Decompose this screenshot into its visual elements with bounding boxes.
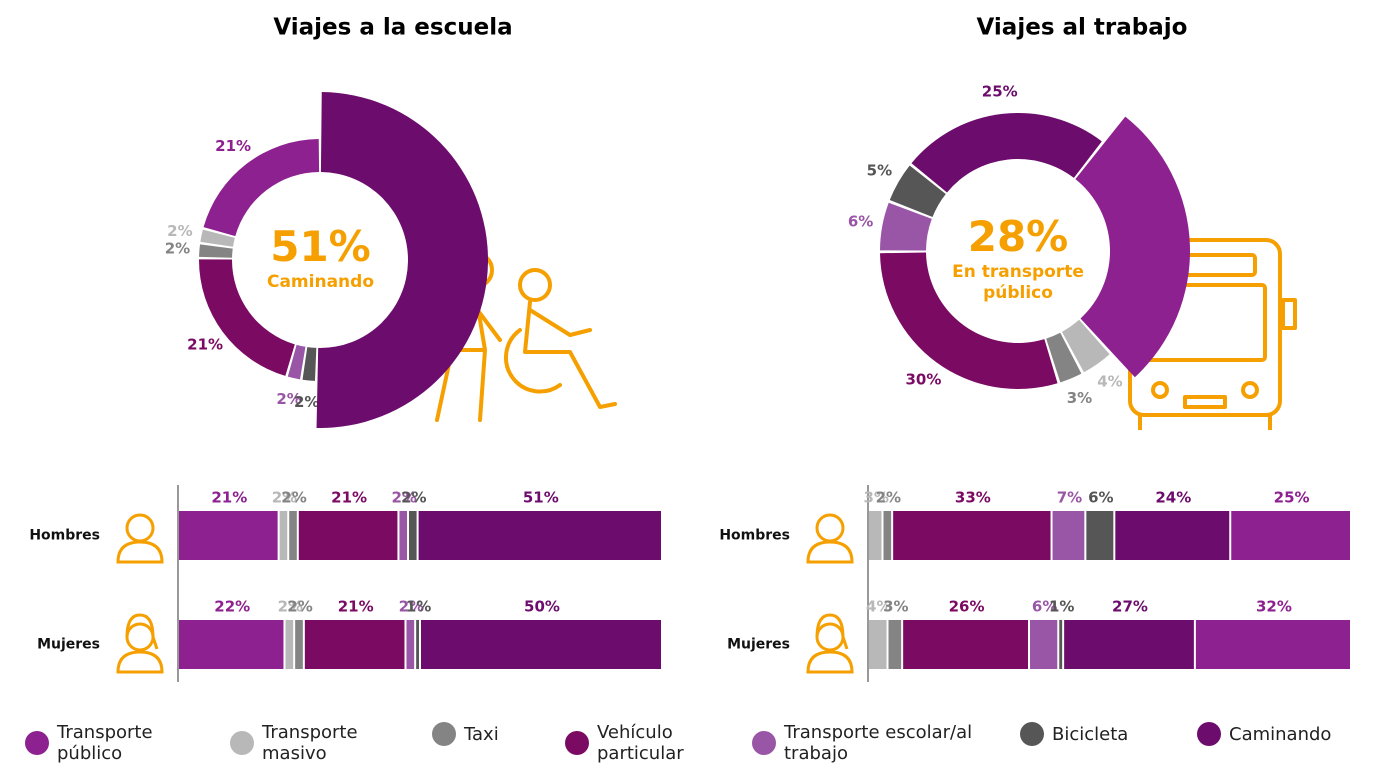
bar-segment	[421, 620, 661, 669]
legend-label: Bicicleta	[1052, 724, 1128, 745]
bar-segment	[869, 620, 887, 669]
center-value: 28%	[938, 212, 1098, 262]
value-label: 27%	[1112, 598, 1148, 616]
legend-item: Caminando	[1197, 722, 1377, 746]
value-label: 21%	[331, 489, 367, 507]
category-label: Hombres	[719, 528, 790, 544]
bar-segment	[889, 620, 902, 669]
value-label: 1%	[406, 598, 431, 616]
bar-segment	[280, 511, 288, 560]
value-label: 25%	[1274, 489, 1310, 507]
bar-segment	[903, 620, 1028, 669]
value-label: 2%	[401, 489, 426, 507]
bar-segment	[409, 511, 417, 560]
legend-swatch	[1020, 722, 1044, 746]
center-text: 51% Caminando	[238, 222, 403, 293]
legend-label: Transporte escolar/al trabajo	[784, 722, 982, 764]
value-label: 32%	[1256, 598, 1292, 616]
bar-segment	[1030, 620, 1057, 669]
bar-segment	[299, 511, 398, 560]
value-label: 4%	[1097, 372, 1122, 390]
value-label: 7%	[1057, 489, 1082, 507]
bar-segment	[179, 620, 283, 669]
legend-swatch	[752, 731, 776, 755]
value-label: 2%	[287, 598, 312, 616]
bar-segment	[406, 620, 414, 669]
legend-swatch	[25, 731, 49, 755]
value-label: 21%	[215, 137, 251, 155]
value-label: 3%	[1067, 389, 1092, 407]
value-label: 21%	[338, 598, 374, 616]
bar-segment	[179, 511, 278, 560]
value-label: 5%	[867, 162, 892, 180]
legend-item: Taxi	[432, 722, 522, 746]
category-label: Hombres	[29, 528, 100, 544]
category-label: Mujeres	[37, 637, 100, 653]
value-label: 2%	[876, 489, 901, 507]
center-label: En transporte público	[938, 262, 1098, 304]
bar-segment	[305, 620, 405, 669]
legend-label: Transporte masivo	[262, 722, 380, 764]
value-label: 6%	[848, 213, 873, 231]
value-label: 2%	[167, 222, 192, 240]
chart-title: Viajes al trabajo	[977, 15, 1188, 41]
bar-segment	[893, 511, 1050, 560]
bar-segment	[1059, 620, 1062, 669]
value-label: 30%	[906, 371, 942, 389]
bar-segment	[1086, 511, 1113, 560]
center-label: Caminando	[238, 272, 403, 293]
legend-item: Vehículo particular	[565, 722, 705, 764]
value-label: 25%	[982, 83, 1018, 101]
value-label: 2%	[294, 393, 319, 411]
bar-segment	[1231, 511, 1350, 560]
value-label: 51%	[523, 489, 559, 507]
bar-segment	[1064, 620, 1194, 669]
value-label: 2%	[165, 239, 190, 257]
legend-item: Transporte público	[25, 722, 175, 764]
bar-segment	[1115, 511, 1229, 560]
legend-label: Transporte público	[57, 722, 175, 764]
value-label: 24%	[1155, 489, 1191, 507]
value-label: 33%	[955, 489, 991, 507]
bar-segment	[399, 511, 407, 560]
pie-segment	[303, 347, 317, 381]
bar-segment	[1196, 620, 1350, 669]
category-label: Mujeres	[727, 637, 790, 653]
chart: Viajes a la escuela Viajes al trabajo 21…	[0, 0, 1397, 770]
legend-label: Taxi	[464, 724, 499, 745]
value-label: 21%	[211, 489, 247, 507]
bar-segment	[295, 620, 303, 669]
bar-segment	[416, 620, 419, 669]
legend-item: Bicicleta	[1020, 722, 1140, 746]
value-label: 3%	[883, 598, 908, 616]
legend-swatch	[230, 731, 254, 755]
legend-label: Caminando	[1229, 724, 1331, 745]
legend-swatch	[1197, 722, 1221, 746]
center-text: 28% En transporte público	[938, 212, 1098, 304]
pie-segment	[199, 244, 233, 257]
center-value: 51%	[238, 222, 403, 272]
bar-segment	[419, 511, 661, 560]
bar-segment	[869, 511, 881, 560]
value-label: 26%	[949, 598, 985, 616]
value-label: 22%	[214, 598, 250, 616]
legend-item: Transporte masivo	[230, 722, 380, 764]
legend-swatch	[432, 722, 456, 746]
bar-segment	[1053, 511, 1085, 560]
value-label: 50%	[524, 598, 560, 616]
legend-swatch	[565, 731, 589, 755]
value-label: 2%	[281, 489, 306, 507]
bar-segment	[289, 511, 297, 560]
value-label: 21%	[187, 336, 223, 354]
infographic: Viajes a la escuela Viajes al trabajo 21…	[0, 0, 1397, 770]
value-label: 6%	[1088, 489, 1113, 507]
chart-title: Viajes a la escuela	[273, 15, 512, 41]
bar-segment	[883, 511, 891, 560]
legend-label: Vehículo particular	[597, 722, 705, 764]
legend-item: Transporte escolar/al trabajo	[752, 722, 982, 764]
bar-segment	[285, 620, 293, 669]
value-label: 1%	[1049, 598, 1074, 616]
